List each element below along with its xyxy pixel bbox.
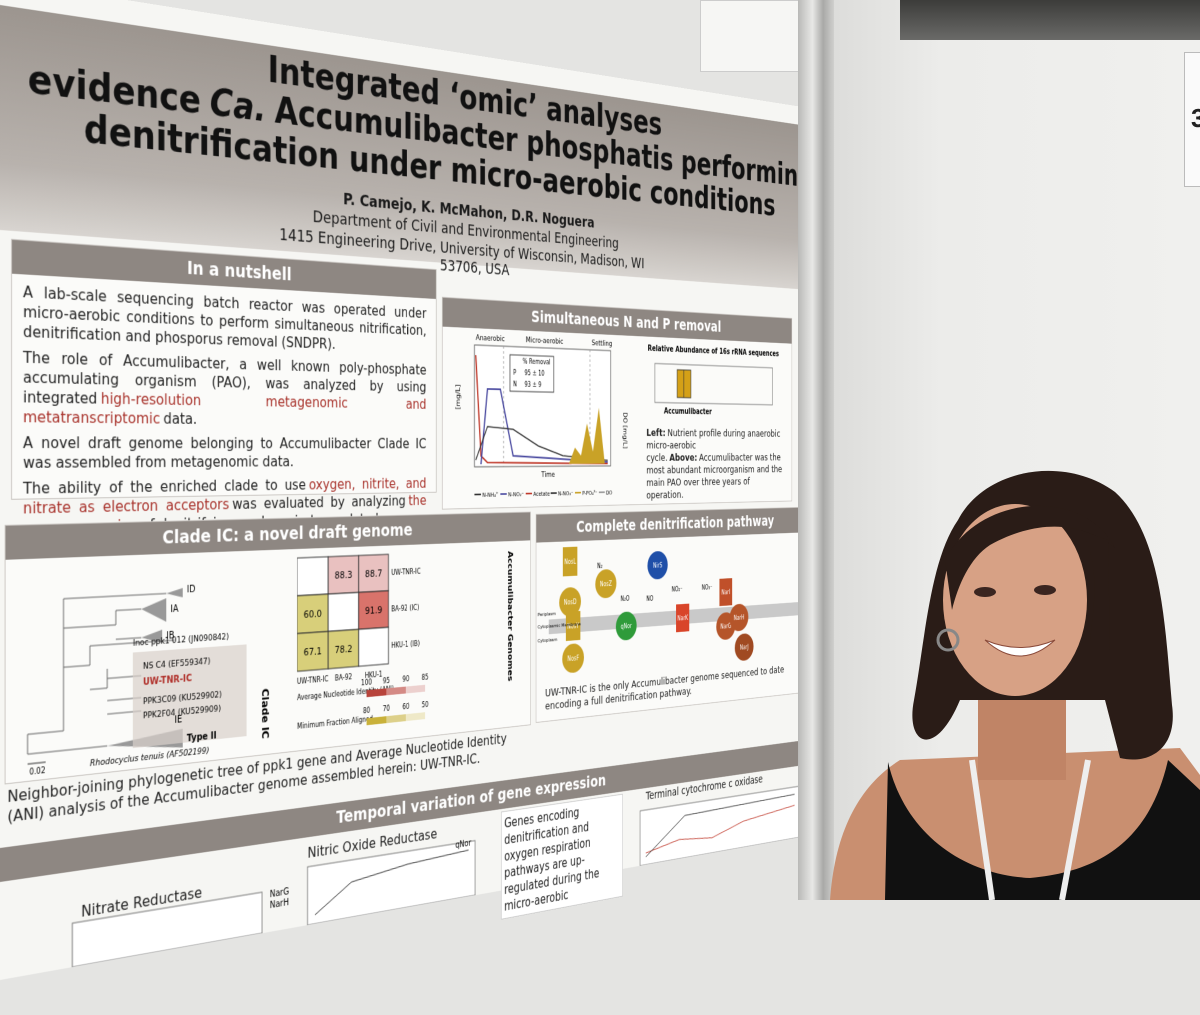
eye xyxy=(1034,585,1056,595)
photo: {"header":{"title":["Integrated ‘omic’ a… xyxy=(0,0,1200,900)
page: Poster photo html,body{margin:0;padding:… xyxy=(0,0,1200,900)
eye xyxy=(974,587,996,597)
person xyxy=(0,0,1200,900)
